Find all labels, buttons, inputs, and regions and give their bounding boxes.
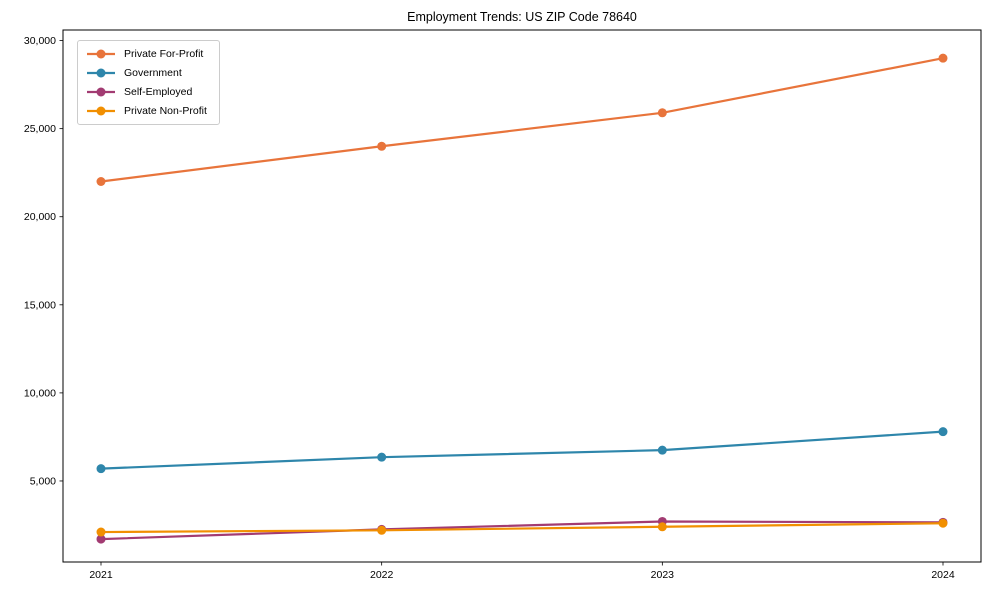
x-tick-label: 2022 — [370, 569, 394, 581]
series-line-self-employed — [99, 520, 945, 541]
x-tick-label: 2024 — [931, 569, 955, 581]
legend-item-private-non-profit: Private Non-Profit — [86, 105, 207, 117]
data-point-private-non-profit-2023 — [657, 522, 667, 532]
y-tick-label: 20,000 — [24, 211, 56, 223]
y-tick-label: 10,000 — [24, 387, 56, 399]
legend-line-marker-icon — [87, 68, 115, 78]
axes-border — [62, 29, 982, 563]
legend-label: Government — [124, 66, 182, 79]
legend-item-government: Government — [86, 67, 207, 79]
data-point-government-2021 — [96, 464, 106, 474]
y-tick-label: 5,000 — [30, 475, 56, 487]
y-tick-label: 15,000 — [24, 299, 56, 311]
data-point-private-non-profit-2021 — [96, 527, 106, 537]
legend-item-self-employed: Self-Employed — [86, 86, 207, 98]
data-point-private-non-profit-2024 — [938, 518, 948, 528]
legend-line-marker-icon — [87, 49, 115, 59]
series-line-private-for-profit — [99, 57, 945, 183]
x-tick-label: 2023 — [651, 569, 675, 581]
data-point-private-non-profit-2022 — [377, 525, 387, 535]
legend-label: Private For-Profit — [124, 47, 204, 60]
x-tick-label: 2021 — [89, 569, 113, 581]
legend-label: Private Non-Profit — [124, 104, 207, 117]
chart-title: Employment Trends: US ZIP Code 78640 — [407, 10, 637, 24]
data-point-private-for-profit-2024 — [938, 53, 948, 63]
data-point-government-2022 — [377, 452, 387, 462]
series-line-government — [99, 430, 945, 470]
y-tick-label: 25,000 — [24, 123, 56, 135]
y-tick-label: 30,000 — [24, 35, 56, 47]
data-point-government-2023 — [657, 445, 667, 455]
data-point-private-for-profit-2023 — [657, 108, 667, 118]
data-point-government-2024 — [938, 427, 948, 437]
legend-label: Self-Employed — [124, 85, 193, 98]
legend: Private For-Profit Government Self-Employe… — [77, 40, 220, 125]
data-point-private-for-profit-2022 — [377, 141, 387, 151]
series-line-private-non-profit — [99, 522, 945, 534]
legend-line-marker-icon — [87, 106, 115, 116]
data-point-self-employed-2021 — [96, 534, 106, 544]
legend-line-marker-icon — [87, 87, 115, 97]
legend-item-private-for-profit: Private For-Profit — [86, 48, 207, 60]
data-point-private-for-profit-2021 — [96, 176, 106, 186]
